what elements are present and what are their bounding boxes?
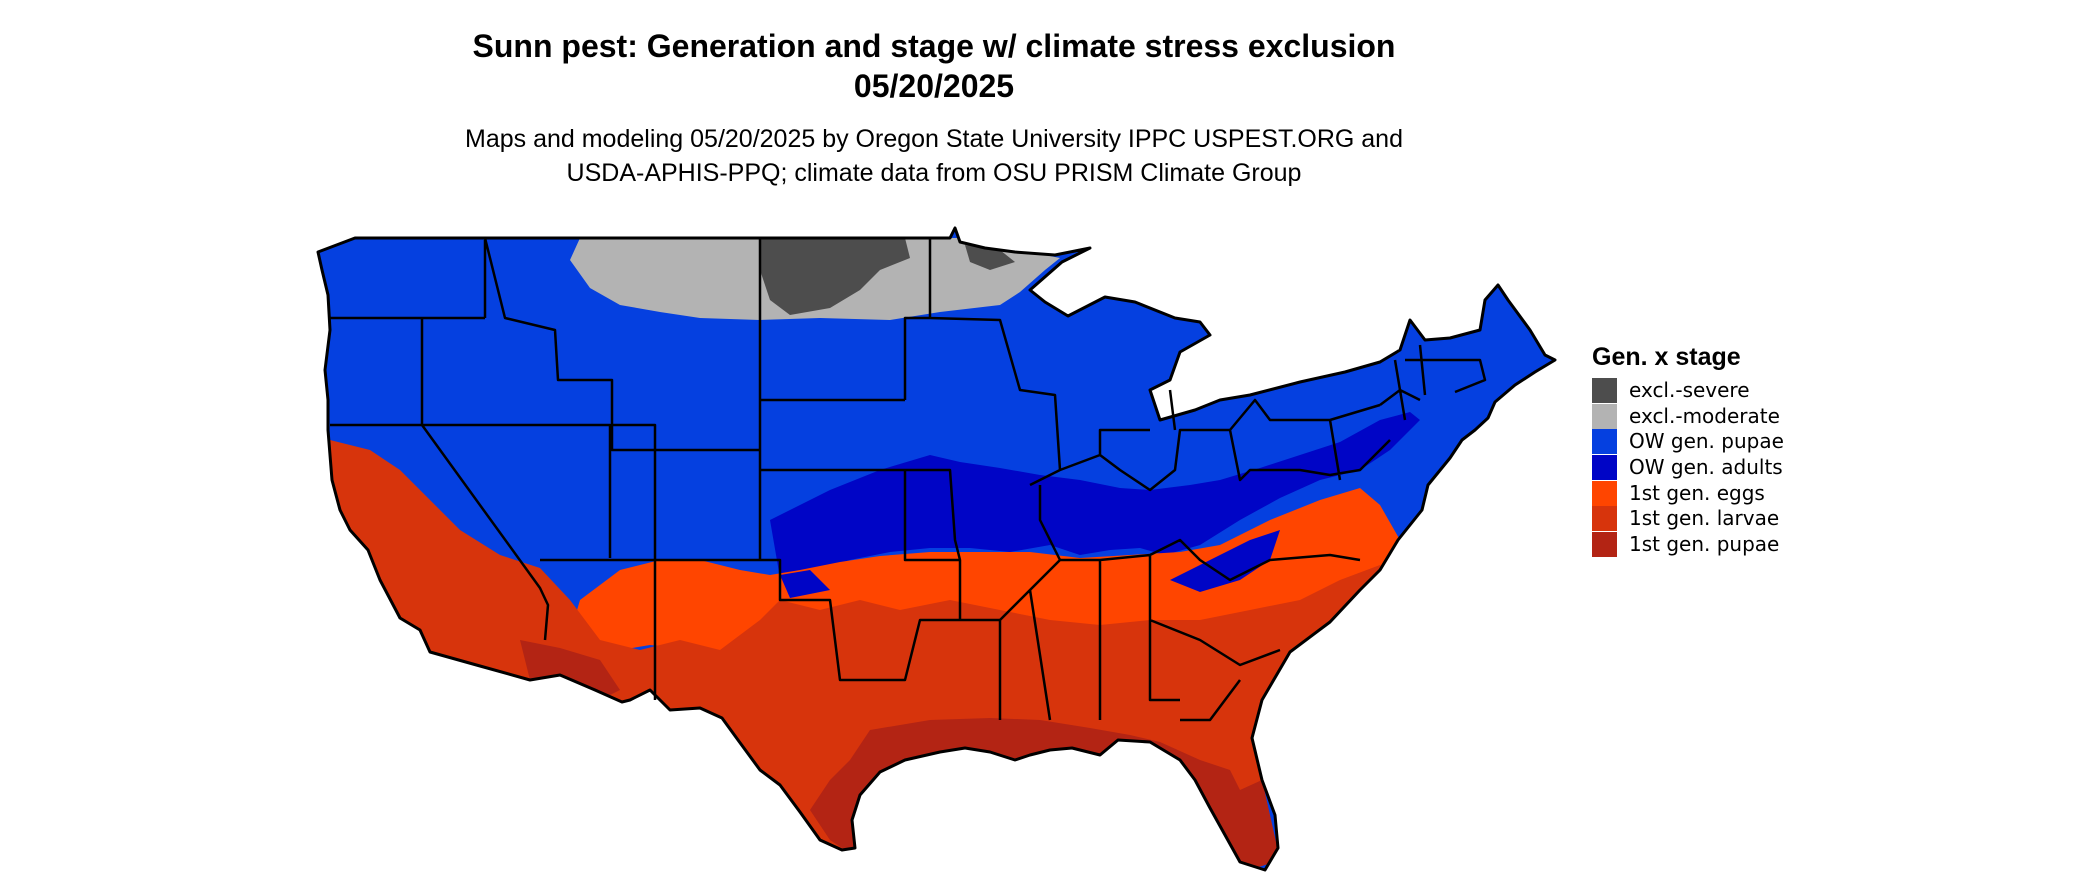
- map-title: Sunn pest: Generation and stage w/ clima…: [472, 28, 1396, 64]
- legend-item: OW gen. pupae: [1592, 429, 1784, 455]
- map-date: 05/20/2025: [853, 68, 1015, 104]
- legend-label: 1st gen. eggs: [1629, 480, 1765, 505]
- legend-label: 1st gen. larvae: [1629, 506, 1780, 531]
- legend-swatch: [1592, 506, 1617, 532]
- legend-label: 1st gen. pupae: [1629, 531, 1780, 556]
- legend-label: OW gen. pupae: [1629, 429, 1784, 454]
- legend-title: Gen. x stage: [1592, 343, 1741, 371]
- legend-swatch: [1592, 480, 1617, 506]
- legend-swatch: [1592, 429, 1617, 455]
- legend-label: excl.-moderate: [1629, 403, 1780, 428]
- legend-swatch: [1592, 403, 1617, 429]
- legend-swatch: [1592, 455, 1617, 481]
- legend-label: excl.-severe: [1629, 378, 1750, 403]
- legend: Gen. x stage excl.-severe excl.-moderate O…: [1592, 340, 1784, 557]
- legend-label: OW gen. adults: [1629, 455, 1783, 480]
- legend-item: 1st gen. eggs: [1592, 480, 1784, 506]
- legend-items: excl.-severe excl.-moderate OW gen. pupae O…: [1592, 378, 1784, 557]
- map-subtitle-line1: Maps and modeling 05/20/2025 by Oregon S…: [465, 125, 1403, 153]
- legend-item: excl.-severe: [1592, 378, 1784, 404]
- legend-item: 1st gen. larvae: [1592, 506, 1784, 532]
- legend-item: excl.-moderate: [1592, 403, 1784, 430]
- legend-item: OW gen. adults: [1592, 455, 1784, 481]
- legend-item: 1st gen. pupae: [1592, 531, 1784, 558]
- legend-swatch: [1592, 378, 1617, 404]
- legend-swatch: [1592, 531, 1617, 557]
- map-subtitle-line2: USDA-APHIS-PPQ; climate data from OSU PR…: [566, 159, 1302, 187]
